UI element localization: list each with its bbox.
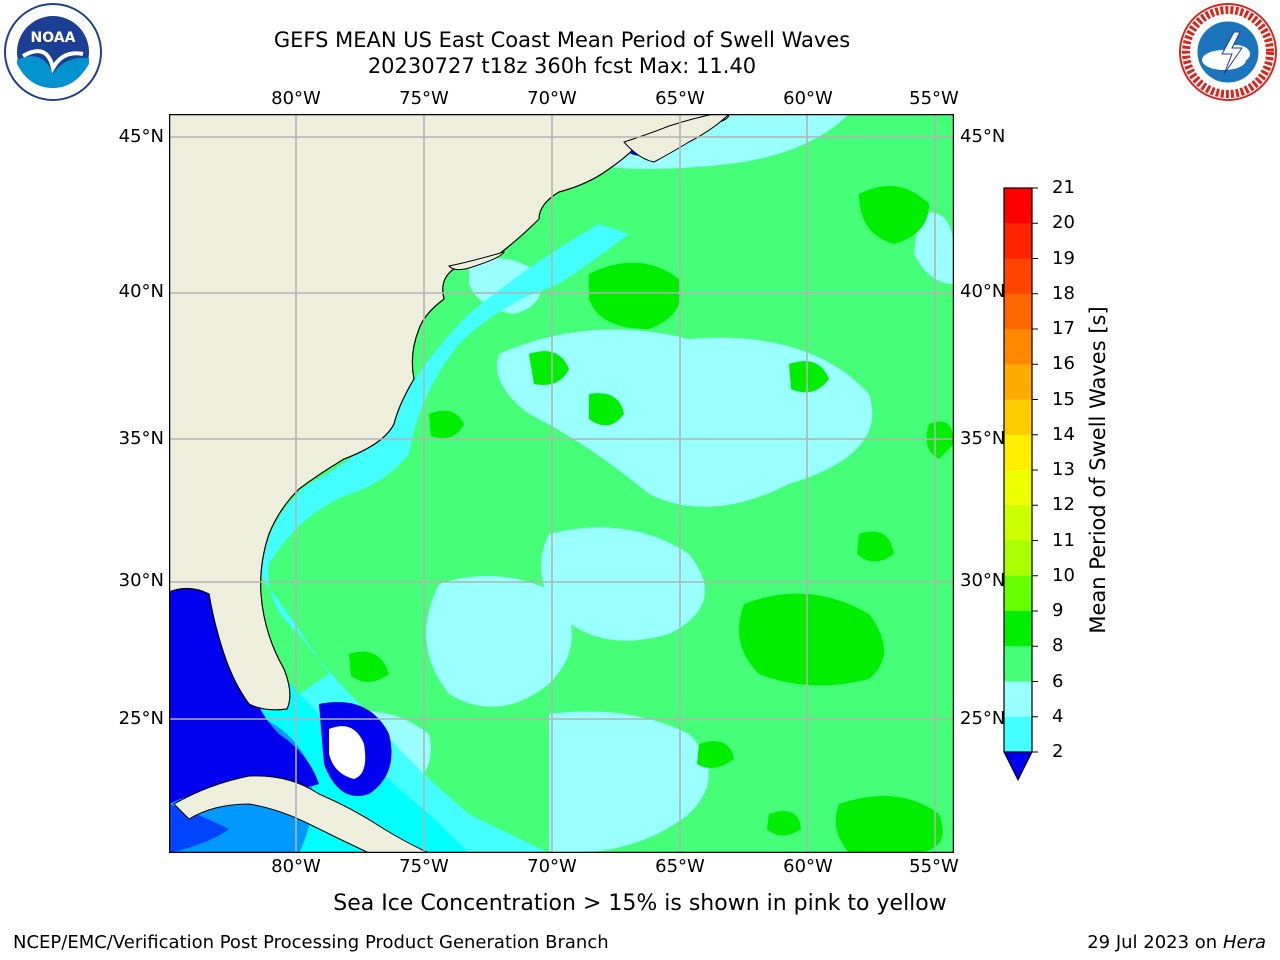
lat-label-left-25n: 25°N [118,708,164,729]
colorbar-tick-label: 10 [1052,564,1075,586]
colorbar-tick-label: 4 [1052,705,1064,727]
colorbar-segment [1004,505,1032,541]
lon-label-top-55w: 55°W [909,88,959,109]
colorbar-tick-label: 20 [1052,212,1075,234]
lon-label-top-60w: 60°W [783,88,833,109]
land-nova-scotia [623,114,730,163]
footer-host: Hera [1222,932,1266,953]
colorbar-tick-label: 15 [1052,388,1075,410]
lon-label-bottom-65w: 65°W [655,856,705,877]
colorbar-segment [1004,646,1032,682]
colorbar-segment [1004,434,1032,471]
lat-label-left-30n: 30°N [118,570,164,591]
colorbar-tick-label: 9 [1052,600,1064,621]
sea-ice-note: Sea Ice Concentration > 15% is shown in … [333,891,947,916]
colorbar [1003,187,1038,782]
land-us-east-coast [169,114,730,711]
lon-label-bottom-55w: 55°W [909,856,959,877]
lon-label-top-75w: 75°W [399,88,449,109]
lat-label-right-25n: 25°N [960,708,1006,729]
lat-label-left-45n: 45°N [118,126,164,147]
lat-label-right-45n: 45°N [960,126,1006,147]
colorbar-tick-label: 6 [1052,670,1064,692]
lat-label-right-35n: 35°N [960,428,1006,449]
colorbar-segment [1004,258,1032,295]
colorbar-segment [1004,188,1032,224]
lat-label-right-40n: 40°N [960,281,1006,302]
colorbar-tick-label: 17 [1052,318,1075,339]
colorbar-label: Mean Period of Swell Waves [s] [1086,306,1110,634]
colorbar-tick-label: 18 [1052,282,1075,304]
graticule [169,114,954,853]
map-canvas [168,113,955,854]
colorbar-tick-label: 11 [1052,529,1075,551]
noaa-logo: NOAA [3,2,103,102]
colorbar-segment [1004,611,1032,647]
colorbar-tick-label: 12 [1052,494,1075,516]
map-panel [168,113,955,854]
map-border [168,113,955,854]
colorbar-segment [1004,575,1032,612]
gulf-period-2-patch [169,804,229,853]
lon-label-bottom-75w: 75°W [399,856,449,877]
lat-label-right-30n: 30°N [960,570,1006,591]
land-cuba [173,775,430,853]
colorbar-tick-label: 8 [1052,635,1064,657]
land-long-island [448,251,505,271]
lat-label-left-35n: 35°N [118,428,164,449]
colorbar-segment [1004,223,1032,259]
ocean-period-10-11 [349,130,954,853]
bahamas-banks [329,726,366,779]
colorbar-tick-label: 14 [1052,423,1075,445]
colorbar-tick-label: 2 [1052,741,1064,762]
colorbar-segment [1004,293,1032,330]
lon-label-top-65w: 65°W [655,88,705,109]
colorbar-segment [1004,364,1032,400]
colorbar-segment [1004,470,1032,506]
lon-label-bottom-70w: 70°W [527,856,577,877]
colorbar-segment [1004,681,1032,718]
colorbar-tick-label: 21 [1052,177,1075,198]
colorbar-tick-label: 19 [1052,247,1075,269]
footer-date: 29 Jul 2023 on Hera [1087,932,1266,953]
footer-date-text: 29 Jul 2023 on [1087,932,1223,953]
lon-label-bottom-80w: 80°W [271,856,321,877]
noaa-logo-text: NOAA [31,30,76,46]
map-subtitle: 20230727 t18z 360h fcst Max: 11.40 [367,54,757,78]
lon-label-bottom-60w: 60°W [783,856,833,877]
lat-label-left-40n: 40°N [118,281,164,302]
footer-credit: NCEP/EMC/Verification Post Processing Pr… [13,932,609,953]
colorbar-segment [1004,329,1032,365]
nws-logo [1178,2,1278,102]
colorbar-tick-label: 16 [1052,353,1075,375]
colorbar-segment [1004,716,1032,753]
map-title: GEFS MEAN US East Coast Mean Period of S… [273,28,851,52]
colorbar-segment [1004,399,1032,436]
lon-label-top-80w: 80°W [271,88,321,109]
colorbar-extend-arrow [1003,751,1033,782]
lon-label-top-70w: 70°W [527,88,577,109]
colorbar-tick-label: 13 [1052,459,1075,480]
colorbar-segment [1004,540,1032,577]
